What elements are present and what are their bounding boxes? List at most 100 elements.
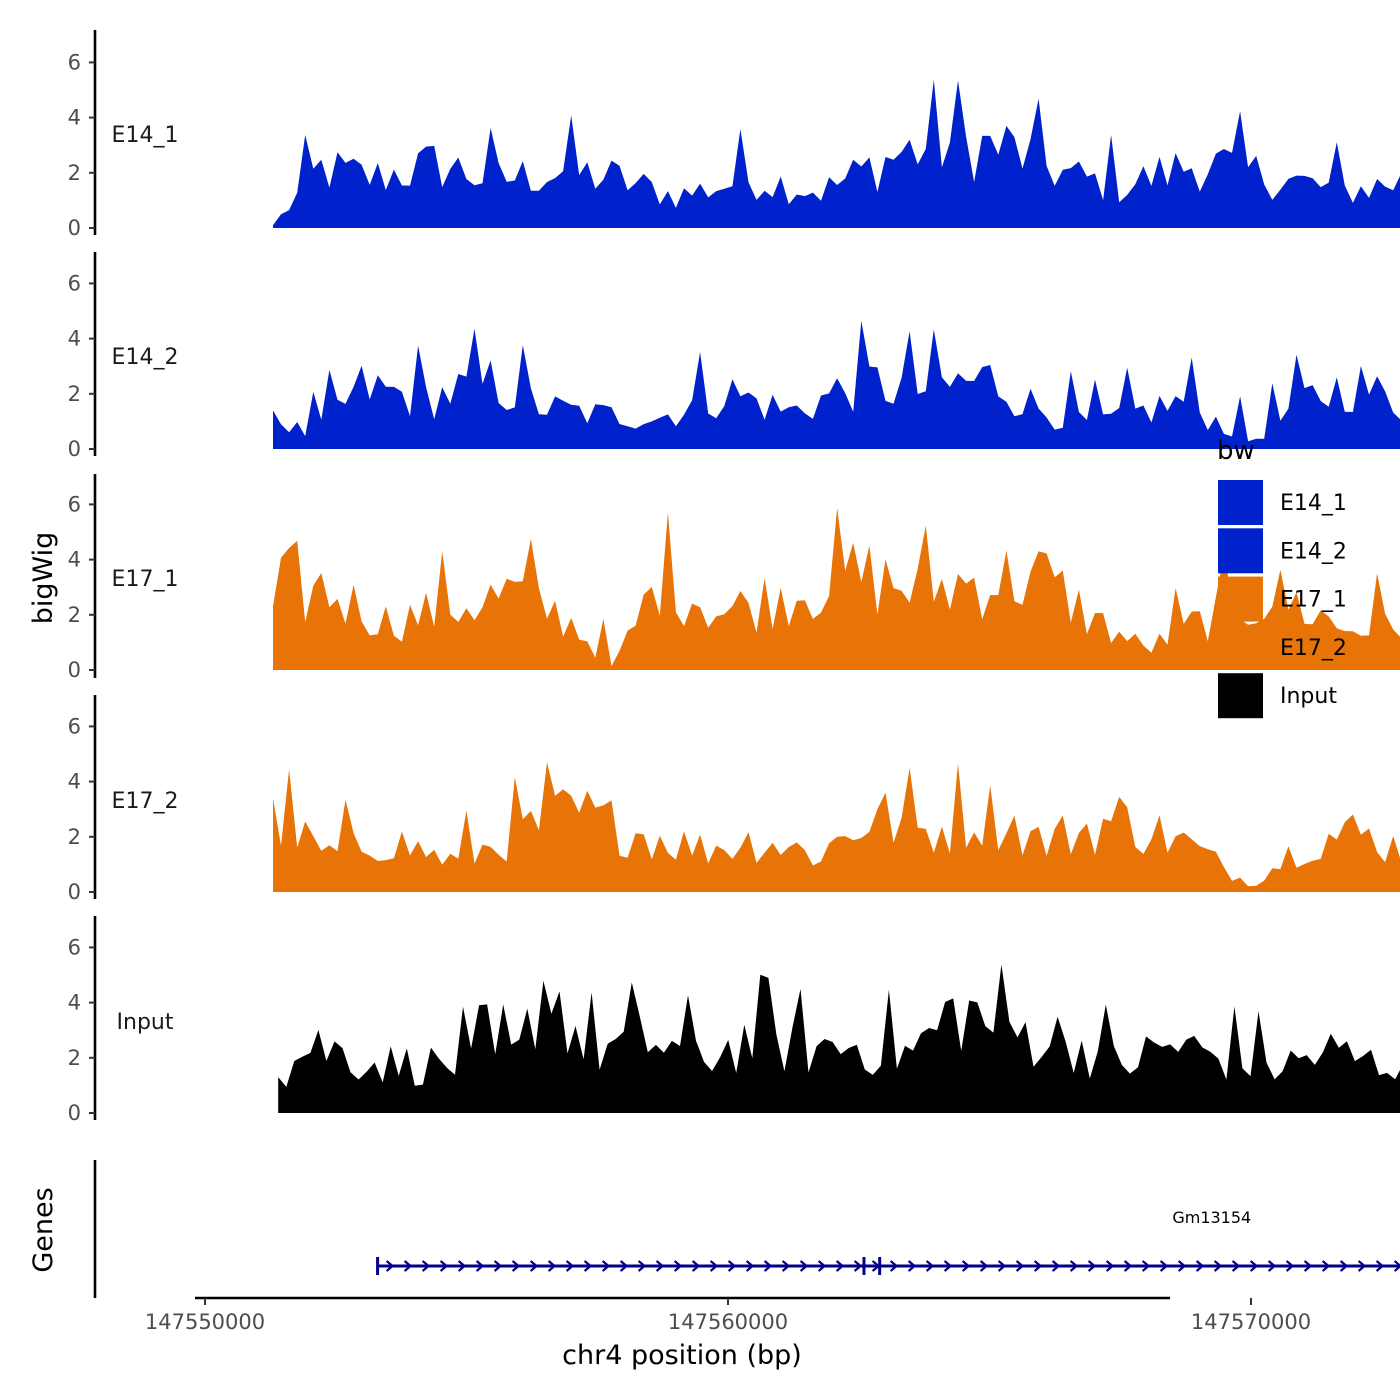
coverage-area-Input — [278, 964, 1400, 1113]
legend-label: E17_1 — [1280, 588, 1347, 613]
strand-arrow — [439, 1260, 449, 1272]
strand-arrow — [583, 1260, 593, 1272]
coverage-area-E17_1 — [273, 507, 1400, 670]
track-label-E14_2: E14_2 — [112, 345, 179, 370]
strand-arrow — [1303, 1260, 1313, 1272]
strand-arrow — [817, 1260, 827, 1272]
strand-arrow — [1087, 1260, 1097, 1272]
strand-arrow — [1231, 1260, 1241, 1272]
strand-arrow — [1123, 1260, 1133, 1272]
legend-label: E17_2 — [1280, 636, 1347, 661]
strand-arrow — [709, 1260, 719, 1272]
track-label-Input: Input — [117, 1010, 174, 1035]
strand-arrow — [655, 1260, 665, 1272]
y-tick-label: 0 — [68, 658, 81, 682]
legend-swatch — [1218, 528, 1263, 574]
genes-axis-title: Genes — [28, 1187, 59, 1272]
strand-arrow — [565, 1260, 575, 1272]
strand-arrow — [1069, 1260, 1079, 1272]
legend-swatch — [1218, 480, 1263, 525]
legend-swatch — [1218, 576, 1263, 622]
strand-arrow — [619, 1260, 629, 1272]
legend-item-Input: Input — [1218, 673, 1337, 719]
legend-swatch — [1218, 624, 1263, 670]
y-tick-label: 6 — [68, 50, 81, 74]
gene-track-panel: Gm13154 — [93, 1160, 1400, 1298]
coverage-panel-E17_1: 0 2 4 6 E17_1 — [68, 474, 1400, 682]
strand-arrow — [1357, 1260, 1367, 1272]
strand-arrow — [1285, 1260, 1295, 1272]
strand-arrow — [763, 1260, 773, 1272]
legend-title: bw — [1217, 436, 1255, 466]
strand-arrow — [529, 1260, 539, 1272]
strand-arrow — [1393, 1260, 1400, 1272]
strand-arrow — [1375, 1260, 1385, 1272]
y-tick-label: 6 — [68, 271, 81, 295]
gene-name-label: Gm13154 — [1172, 1208, 1251, 1227]
y-tick-label: 4 — [68, 991, 81, 1015]
strand-arrow — [1267, 1260, 1277, 1272]
y-tick-label: 4 — [68, 106, 81, 130]
strand-arrow — [385, 1260, 395, 1272]
strand-arrow — [943, 1260, 953, 1272]
strand-arrow — [907, 1260, 917, 1272]
strand-arrow — [493, 1260, 503, 1272]
legend: bw E14_1 E14_2 E17_1 E17_2 Input — [1217, 436, 1347, 719]
coverage-panels: 0 2 4 6 E14_1 0 2 4 6 E14_2 0 2 4 6 E17_1 0 2 4 6 E17_2 0 2 4 6… — [68, 30, 1400, 1125]
y-tick-label: 6 — [68, 492, 81, 516]
strand-arrow — [961, 1260, 971, 1272]
strand-arrow — [1051, 1260, 1061, 1272]
strand-arrow — [925, 1260, 935, 1272]
coverage-panel-E14_1: 0 2 4 6 E14_1 — [68, 30, 1400, 240]
strand-arrow — [799, 1260, 809, 1272]
coverage-panel-E17_2: 0 2 4 6 E17_2 — [68, 695, 1400, 904]
strand-arrow — [457, 1260, 467, 1272]
strand-arrow — [691, 1260, 701, 1272]
y-tick-label: 2 — [68, 1046, 81, 1070]
strand-arrow — [1105, 1260, 1115, 1272]
strand-arrow — [1015, 1260, 1025, 1272]
x-tick-label: 147550000 — [145, 1310, 265, 1334]
strand-arrow — [673, 1260, 683, 1272]
track-label-E17_1: E17_1 — [112, 567, 179, 592]
strand-arrow — [1141, 1260, 1151, 1272]
strand-arrow — [421, 1260, 431, 1272]
strand-arrow — [1177, 1260, 1187, 1272]
y-tick-label: 0 — [68, 437, 81, 461]
legend-label: E14_2 — [1280, 539, 1347, 564]
legend-item-E14_2: E14_2 — [1218, 528, 1347, 574]
legend-label: E14_1 — [1280, 491, 1347, 516]
legend-items: E14_1 E14_2 E17_1 E17_2 Input — [1218, 480, 1347, 719]
x-tick-label: 147560000 — [668, 1310, 788, 1334]
y-axis-title: bigWig — [28, 532, 59, 625]
legend-label: Input — [1280, 684, 1337, 709]
strand-arrow — [727, 1260, 737, 1272]
coverage-panel-E14_2: 0 2 4 6 E14_2 — [68, 252, 1400, 461]
y-tick-label: 2 — [68, 825, 81, 849]
coverage-area-E14_2 — [273, 320, 1400, 449]
strand-arrow — [853, 1260, 863, 1272]
y-tick-label: 2 — [68, 603, 81, 627]
coverage-area-E14_1 — [273, 79, 1400, 228]
strand-arrow — [1339, 1260, 1349, 1272]
strand-arrow — [1033, 1260, 1043, 1272]
x-axis: 147550000147560000147570000147580000 — [145, 1296, 1311, 1334]
strand-arrow — [745, 1260, 755, 1272]
y-tick-label: 6 — [68, 714, 81, 738]
strand-arrow — [979, 1260, 989, 1272]
strand-arrow — [511, 1260, 521, 1272]
strand-arrow — [997, 1260, 1007, 1272]
track-label-E14_1: E14_1 — [112, 123, 179, 148]
x-tick-label: 147570000 — [1191, 1310, 1311, 1334]
strand-arrow — [889, 1260, 899, 1272]
y-tick-label: 6 — [68, 935, 81, 959]
track-label-E17_2: E17_2 — [112, 789, 179, 814]
y-tick-label: 4 — [68, 548, 81, 572]
legend-item-E17_2: E17_2 — [1218, 624, 1347, 670]
strand-arrow — [475, 1260, 485, 1272]
legend-item-E17_1: E17_1 — [1218, 576, 1347, 622]
x-axis-title: chr4 position (bp) — [562, 1340, 802, 1371]
strand-arrow — [781, 1260, 791, 1272]
y-tick-label: 0 — [68, 216, 81, 240]
